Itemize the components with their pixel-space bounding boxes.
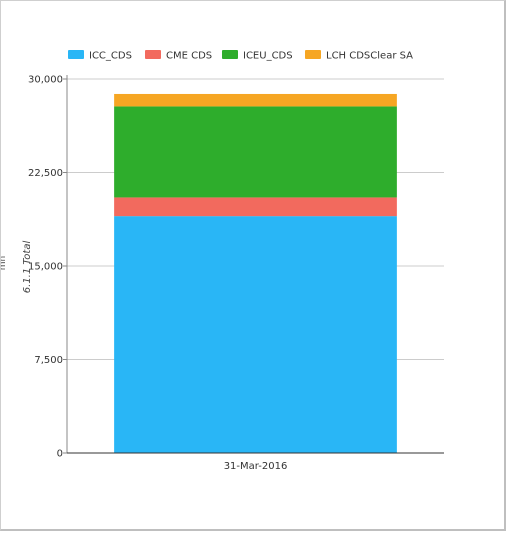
x-tick-labels: 31-Mar-2016 <box>224 461 288 472</box>
legend-label-lch-cdsclear-sa[interactable]: LCH CDSClear SA <box>326 51 413 62</box>
legend-swatch-cme-cds[interactable] <box>145 50 161 59</box>
legend-label-iceu-cds[interactable]: ICEU_CDS <box>243 51 293 62</box>
legend: ICC_CDS CME CDS ICEU_CDS LCH CDSClear SA <box>68 50 413 62</box>
y-axis-label: 6.1.1 Total <box>22 241 33 294</box>
y-tick-label: 0 <box>57 449 63 460</box>
axes <box>63 75 444 454</box>
y-tick-label: 22,500 <box>28 168 63 179</box>
x-tick-label: 31-Mar-2016 <box>224 461 288 472</box>
legend-swatch-lch-cdsclear-sa[interactable] <box>305 50 321 59</box>
legend-swatch-iceu-cds[interactable] <box>222 50 238 59</box>
y-tick-label: 30,000 <box>28 75 63 86</box>
bar-segment-lch-cdsclear-sa[interactable] <box>114 93 397 107</box>
bar-segment-icc-cds[interactable] <box>114 216 397 453</box>
bar-segment-cme-cds[interactable] <box>114 197 397 217</box>
y-tick-label: 7,500 <box>34 355 63 366</box>
bar-stack <box>114 93 397 453</box>
y-tick-labels: 0 7,500 15,000 22,500 30,000 <box>28 75 63 460</box>
legend-swatch-icc-cds[interactable] <box>68 50 84 59</box>
legend-label-cme-cds[interactable]: CME CDS <box>166 51 212 62</box>
y-tick-label: 15,000 <box>28 262 63 273</box>
legend-label-icc-cds[interactable]: ICC_CDS <box>89 51 132 62</box>
y-axis-unit: mn <box>1 256 8 270</box>
bar-segment-iceu-cds[interactable] <box>114 106 397 198</box>
